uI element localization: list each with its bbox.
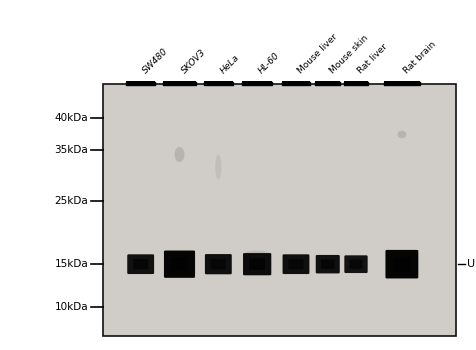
FancyBboxPatch shape: [392, 257, 410, 272]
Bar: [126, 81, 155, 85]
FancyBboxPatch shape: [133, 259, 148, 269]
Bar: [281, 81, 310, 85]
FancyBboxPatch shape: [320, 259, 334, 269]
Ellipse shape: [245, 251, 268, 255]
Bar: [314, 81, 340, 85]
Text: Mouse liver: Mouse liver: [296, 32, 338, 75]
FancyBboxPatch shape: [288, 259, 303, 269]
FancyBboxPatch shape: [170, 257, 188, 271]
Text: 40kDa: 40kDa: [55, 113, 88, 123]
Bar: [162, 81, 196, 85]
FancyBboxPatch shape: [164, 251, 195, 278]
Text: 25kDa: 25kDa: [54, 196, 88, 206]
Bar: [204, 81, 232, 85]
Text: HL-60: HL-60: [257, 51, 281, 75]
Text: Rat liver: Rat liver: [355, 42, 388, 75]
Text: SKOV3: SKOV3: [179, 47, 207, 75]
Text: UBE2V2: UBE2V2: [466, 259, 476, 269]
Text: Rat brain: Rat brain: [401, 40, 436, 75]
Ellipse shape: [397, 131, 406, 138]
Bar: [241, 81, 272, 85]
FancyBboxPatch shape: [282, 254, 309, 274]
Text: 35kDa: 35kDa: [54, 145, 88, 154]
Bar: [102, 84, 455, 336]
Text: SW480: SW480: [140, 46, 169, 75]
FancyBboxPatch shape: [385, 250, 417, 279]
Ellipse shape: [174, 147, 184, 162]
FancyBboxPatch shape: [315, 255, 339, 273]
FancyBboxPatch shape: [349, 260, 362, 269]
FancyBboxPatch shape: [127, 254, 154, 274]
Text: 15kDa: 15kDa: [54, 259, 88, 269]
Text: HeLa: HeLa: [218, 53, 240, 75]
Text: Mouse skin: Mouse skin: [327, 33, 369, 75]
FancyBboxPatch shape: [205, 254, 231, 274]
FancyBboxPatch shape: [242, 253, 271, 275]
FancyBboxPatch shape: [248, 258, 265, 270]
Text: 10kDa: 10kDa: [55, 302, 88, 312]
Bar: [343, 81, 367, 85]
Ellipse shape: [215, 155, 221, 180]
Bar: [383, 81, 419, 85]
FancyBboxPatch shape: [344, 255, 367, 273]
FancyBboxPatch shape: [210, 259, 226, 270]
